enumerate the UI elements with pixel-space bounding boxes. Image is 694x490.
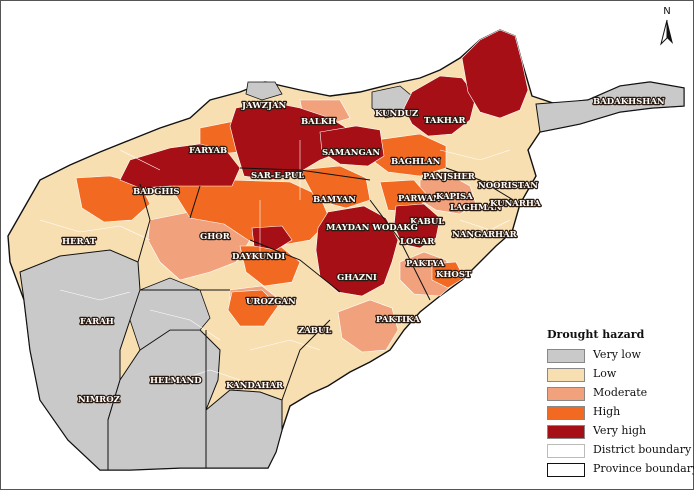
label-bamyan: BAMYAN [313,195,356,205]
legend-swatch-province-boundary [547,463,585,477]
region-kandahar-verylow [205,389,283,469]
label-badghis: BADGHIS [133,187,180,197]
region-takhar-veryhigh [403,75,477,137]
legend-swatch-low [547,368,585,382]
label-khost: KHOST [436,270,472,280]
region-badakhshan-corridor-verylow [535,81,685,133]
label-faryab: FARYAB [189,146,227,156]
label-paktya: PAKTYA [406,259,445,269]
label-kapisa: KAPISA [436,192,473,202]
label-kunarha: KUNARHA [490,199,541,209]
north-arrow: N [655,6,679,48]
label-balkh: BALKH [301,117,336,127]
label-nooristan: NOORISTAN [478,181,538,191]
legend: Drought hazard Very low Low Moderate Hig… [543,326,694,484]
legend-label: Very high [593,424,647,437]
legend-item-low: Low [547,365,687,383]
region-jawzjan-balkh-veryhigh [229,101,351,181]
label-paktika: PAKTIKA [376,315,420,325]
label-maydan-wodakg: MAYDAN WODAKG [326,223,418,233]
legend-swatch-moderate [547,387,585,401]
region-samangan-veryhigh [319,125,385,167]
label-farah: FARAH [80,317,114,327]
north-label: N [663,6,671,17]
label-parwan: PARWAN [398,194,441,204]
label-herat: HERAT [62,237,97,247]
label-nangarhar: NANGARHAR [452,230,518,240]
label-sar-e-pul: SAR-E-PUL [251,171,304,181]
legend-swatch-very-low [547,349,585,363]
region-badakhshan-veryhigh [461,29,529,119]
label-helmand: HELMAND [150,376,202,386]
legend-swatch-district-boundary [547,444,585,458]
legend-label: Low [593,367,617,380]
region-badghis-high [75,175,151,223]
region-jawzjan-north-verylow [245,81,283,101]
legend-title: Drought hazard [547,328,645,341]
legend-label: District boundary [593,443,692,456]
label-kabul: KABUL [410,217,444,227]
region-kabul-logar-veryhigh [393,203,441,249]
label-kunduz: KUNDUZ [375,109,418,119]
legend-item-very-high: Very high [547,422,687,440]
label-nimroz: NIMROZ [78,395,120,405]
label-ghor: GHOR [200,232,231,242]
label-takhar: TAKHAR [424,116,466,126]
label-laghman: LAGHMAN [450,203,502,213]
label-urozgan: UROZGAN [246,297,296,307]
legend-item-district-boundary: District boundary [547,441,691,459]
label-panjsher: PANJSHER [423,172,476,182]
legend-label: Very low [593,348,641,361]
province-labels: JAWZJAN BALKH KUNDUZ TAKHAR BADAKHSHAN F… [61,96,666,406]
legend-label: Province boundary [593,462,694,475]
region-central-high [169,179,331,247]
label-zabul: ZABUL [298,326,331,336]
label-samangan: SAMANGAN [322,148,380,158]
region-khost-high [431,261,465,289]
legend-item-very-low: Very low [547,346,687,364]
label-jawzjan: JAWZJAN [241,101,287,111]
label-badakhshan: BADAKHSHAN [593,97,665,107]
label-logar: LOGAR [400,237,435,247]
district-boundaries [39,140,511,381]
region-faryab-veryhigh [119,143,241,189]
north-arrow-icon [660,19,673,46]
legend-swatch-high [547,406,585,420]
region-paktika-moderate [337,299,399,353]
region-urozgan-high [227,289,279,327]
region-daykundi-veryhigh [251,225,293,251]
legend-label: Moderate [593,386,648,399]
label-kandahar: KANDAHAR [226,381,284,391]
label-ghazni: GHAZNI [337,273,377,283]
legend-swatch-very-high [547,425,585,439]
legend-item-moderate: Moderate [547,384,687,402]
region-farah-verylow [129,277,211,351]
label-baghlan: BAGHLAN [391,157,441,167]
legend-item-province-boundary: Province boundary [547,460,694,478]
legend-label: High [593,405,621,418]
province-boundaries [137,167,521,410]
legend-item-high: High [547,403,687,421]
label-daykundi: DAYKUNDI [232,252,285,262]
